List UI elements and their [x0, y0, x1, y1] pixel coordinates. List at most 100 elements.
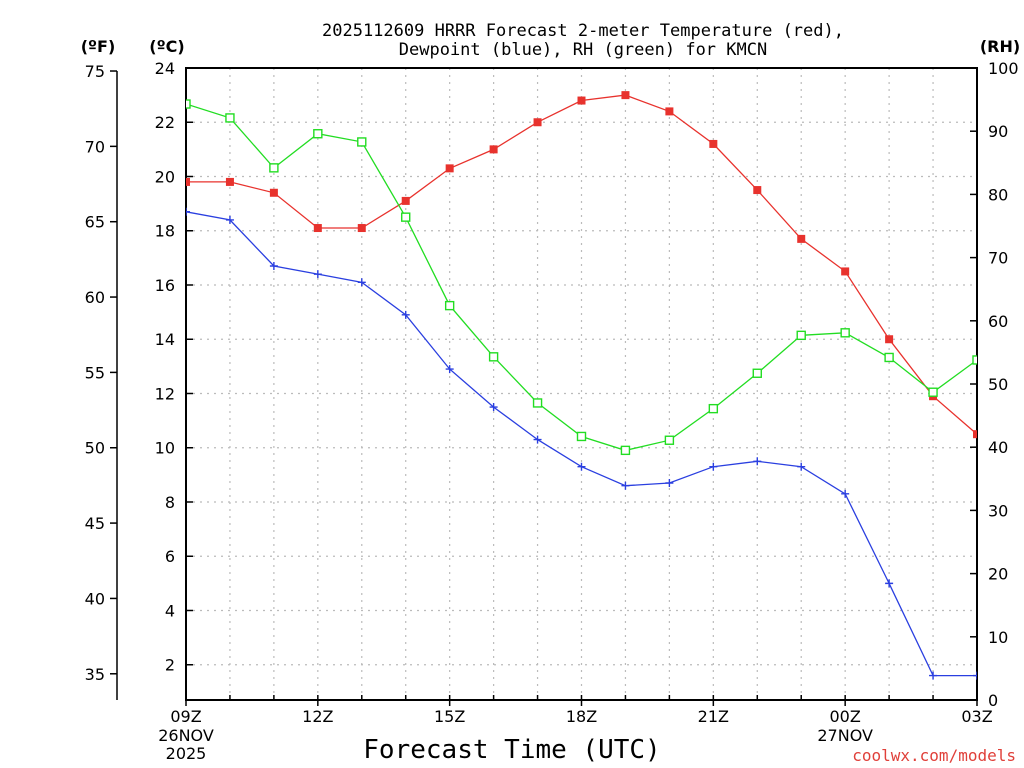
rh-tick-label: 100	[988, 59, 1019, 78]
dewpoint-point	[225, 215, 234, 224]
fahrenheit-tick-label: 50	[85, 439, 105, 458]
temperature-point	[225, 177, 234, 186]
dewpoint-point	[313, 270, 322, 279]
fahrenheit-tick-label: 55	[85, 363, 105, 382]
series-dewpoint	[186, 207, 977, 680]
dewpoint-point	[269, 262, 278, 271]
rh-tick-label: 0	[988, 691, 998, 710]
axes: 2468101214161820222435404550556065707501…	[85, 59, 1019, 763]
x-tick-label: 21Z	[698, 707, 729, 726]
rh-point	[401, 212, 411, 222]
celsius-tick-label: 6	[165, 547, 175, 566]
x-year-label: 2025	[166, 744, 207, 763]
rh-point	[225, 113, 235, 123]
chart-title-line1: 2025112609 HRRR Forecast 2-meter Tempera…	[322, 21, 844, 41]
chart-title-line2: Dewpoint (blue), RH (green) for KMCN	[399, 40, 767, 60]
rh-point	[269, 163, 279, 173]
celsius-tick-label: 16	[155, 276, 175, 295]
dewpoint-point	[885, 579, 894, 588]
temperature-point	[445, 164, 454, 173]
celsius-tick-label: 22	[155, 113, 175, 132]
fahrenheit-unit-label: (ºF)	[81, 37, 116, 56]
temperature-point	[841, 267, 850, 276]
rh-point	[186, 99, 191, 109]
temperature-point	[665, 107, 674, 116]
temperature-point	[577, 96, 586, 105]
x-axis-label: Forecast Time (UTC)	[363, 735, 660, 765]
dewpoint-point	[577, 462, 586, 471]
x-tick-label: 18Z	[566, 707, 597, 726]
rh-point	[840, 328, 850, 338]
dewpoint-point	[753, 457, 762, 466]
x-tick-label: 15Z	[434, 707, 465, 726]
fahrenheit-tick-label: 70	[85, 137, 105, 156]
fahrenheit-tick-label: 75	[85, 62, 105, 81]
celsius-tick-label: 8	[165, 493, 175, 512]
rh-point	[620, 445, 631, 456]
data-series	[186, 91, 977, 680]
temperature-point	[401, 196, 410, 205]
rh-tick-label: 20	[988, 565, 1008, 584]
dewpoint-point	[489, 403, 498, 412]
temperature-point	[885, 335, 894, 344]
dewpoint-point	[665, 479, 674, 488]
rh-tick-label: 50	[988, 375, 1008, 394]
rh-point	[752, 368, 762, 378]
grid-lines	[186, 68, 977, 700]
x-date-label: 26NOV	[158, 726, 214, 745]
rh-point	[532, 398, 543, 408]
rh-tick-label: 70	[988, 249, 1008, 268]
rh-point	[313, 129, 323, 139]
x-tick-label: 00Z	[830, 707, 861, 726]
celsius-tick-label: 18	[155, 222, 175, 241]
fahrenheit-tick-label: 35	[85, 665, 105, 684]
temperature-point	[186, 177, 190, 186]
dewpoint-point	[445, 365, 454, 374]
x-tick-label: 09Z	[170, 707, 201, 726]
celsius-tick-label: 24	[155, 59, 175, 78]
celsius-tick-label: 2	[165, 656, 175, 675]
dewpoint-point	[401, 310, 410, 319]
fahrenheit-tick-label: 65	[85, 213, 105, 232]
temperature-point	[357, 224, 366, 233]
rh-point	[357, 137, 367, 147]
dewpoint-point	[797, 462, 806, 471]
fahrenheit-tick-label: 45	[85, 514, 105, 533]
rh-point	[488, 352, 499, 362]
dewpoint-point	[533, 435, 542, 444]
x-tick-label: 12Z	[302, 707, 333, 726]
temperature-point	[489, 145, 498, 154]
celsius-tick-label: 14	[155, 330, 175, 349]
rh-point	[884, 352, 894, 363]
celsius-tick-label: 10	[155, 439, 175, 458]
dewpoint-point	[841, 489, 850, 498]
temperature-point	[533, 118, 542, 127]
rh-point	[972, 355, 977, 365]
dewpoint-point	[186, 207, 190, 216]
dewpoint-point	[357, 278, 366, 287]
temperature-point	[753, 186, 762, 195]
fahrenheit-tick-label: 60	[85, 288, 105, 307]
series-rh	[186, 99, 977, 456]
temperature-point	[621, 91, 630, 100]
celsius-tick-label: 20	[155, 167, 175, 186]
rh-tick-label: 30	[988, 501, 1008, 520]
rh-unit-label: (RH)	[980, 37, 1020, 56]
dewpoint-point	[973, 671, 977, 680]
celsius-tick-label: 12	[155, 384, 175, 403]
dewpoint-point	[709, 462, 718, 471]
rh-point	[796, 330, 806, 341]
temperature-point	[269, 188, 278, 197]
fahrenheit-tick-label: 40	[85, 589, 105, 608]
rh-point	[576, 431, 587, 442]
rh-tick-label: 90	[988, 122, 1008, 141]
celsius-tick-label: 4	[165, 601, 175, 620]
temperature-point	[797, 234, 806, 243]
temperature-point	[709, 139, 718, 148]
rh-point	[708, 403, 719, 414]
temperature-point	[973, 430, 977, 439]
rh-point	[928, 387, 938, 397]
source-credit: coolwx.com/models	[852, 746, 1016, 765]
rh-tick-label: 80	[988, 185, 1008, 204]
